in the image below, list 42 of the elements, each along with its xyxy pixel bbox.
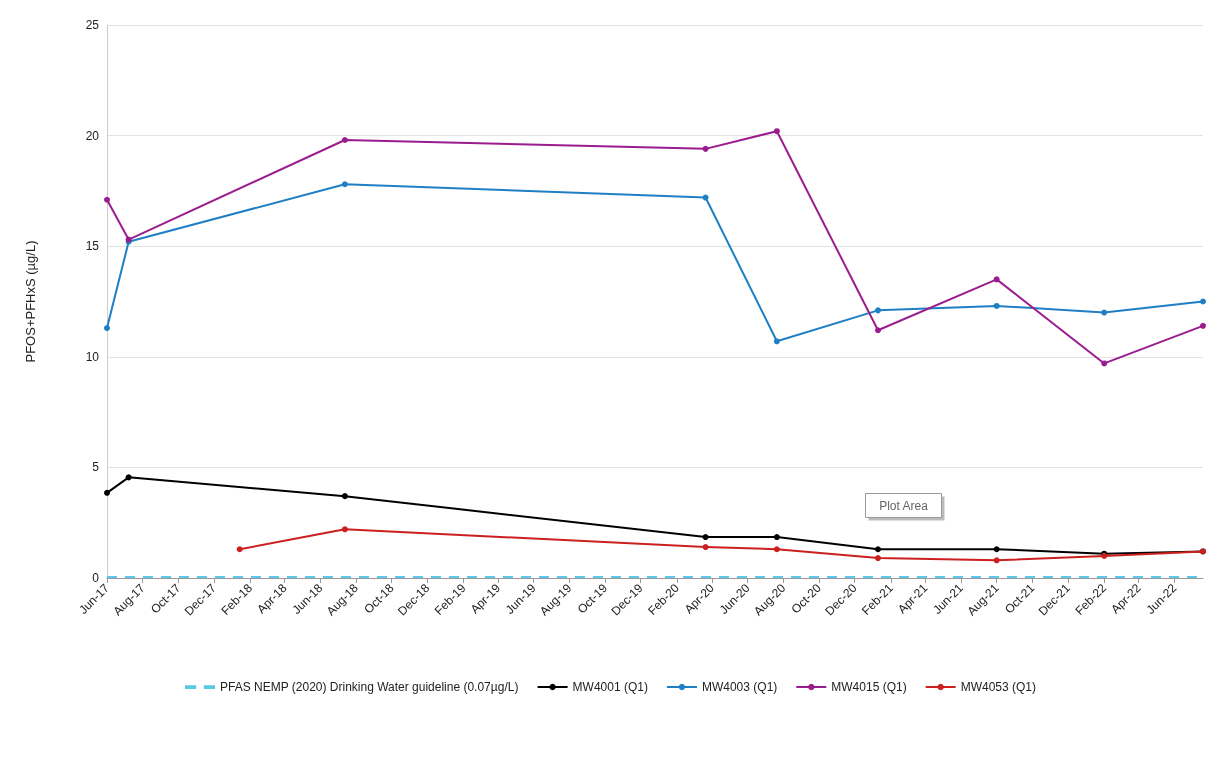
y-tick-label: 10 [85,349,100,364]
y-tick-label: 0 [92,571,100,585]
legend-label: MW4053 (Q1) [960,680,1037,694]
point [104,489,110,496]
point [875,546,881,553]
point [341,181,348,188]
point [1200,298,1206,305]
point [341,493,348,500]
legend-label: PFAS NEMP (2020) Drinking Water guideline (0.07µg/L) [220,680,519,694]
point [773,534,780,541]
point [1101,360,1108,367]
y-tick-label: 25 [85,18,100,32]
point [341,137,348,144]
point [993,557,1000,564]
point [1200,322,1206,329]
point [993,302,1000,309]
y-tick-label: 15 [85,239,100,254]
point [773,128,780,135]
annotation: Plot Area [879,498,929,513]
point [702,534,709,541]
y-axis-title: PFOS+PFHxS (µg/L) [23,240,38,363]
point [993,546,1000,553]
legend-label: MW4015 (Q1) [831,680,907,694]
legend-label: MW4001 (Q1) [572,680,648,694]
point [104,196,110,203]
point [773,338,780,345]
y-tick-label: 20 [85,128,100,143]
point [773,546,780,553]
point [875,555,881,562]
point [702,145,709,152]
y-tick-label: 5 [92,460,100,475]
point [702,194,709,201]
point [236,546,243,553]
legend-label: MW4003 (Q1) [701,680,778,694]
point [341,526,348,533]
point [875,307,881,314]
point [1101,309,1108,316]
point [125,474,132,481]
point [104,325,110,332]
point [702,544,709,551]
point [875,327,881,334]
point [993,276,1000,283]
